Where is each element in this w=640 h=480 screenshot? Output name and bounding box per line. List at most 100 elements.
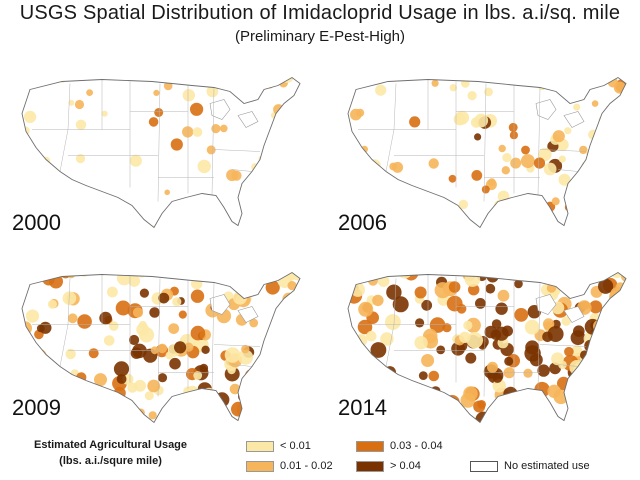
usage-patch <box>348 272 354 283</box>
usage-patch <box>32 348 47 364</box>
usage-patch <box>256 376 265 385</box>
usage-patch <box>349 272 360 279</box>
usage-patch <box>458 199 469 210</box>
usage-patch <box>148 411 157 420</box>
usage-patch <box>255 272 266 279</box>
usage-patch <box>348 144 350 154</box>
usage-patch <box>463 320 473 330</box>
usage-patch <box>451 414 463 423</box>
usage-patch <box>242 423 250 431</box>
usage-patch <box>453 113 466 126</box>
usage-patch <box>248 391 259 402</box>
usage-patch <box>485 283 496 294</box>
usage-patch <box>266 365 276 376</box>
usage-patch <box>534 399 550 415</box>
usage-patch <box>134 227 144 228</box>
usage-patch <box>414 336 428 350</box>
usage-patch <box>537 400 551 415</box>
usage-patch <box>620 334 626 347</box>
usage-patch <box>197 397 212 411</box>
usage-patch <box>547 384 561 398</box>
usage-patch <box>613 313 626 325</box>
legend-label-003-004: 0.03 - 0.04 <box>390 440 443 452</box>
usage-patch <box>129 154 142 167</box>
usage-patch <box>75 119 87 130</box>
legend-title: Estimated Agricultural Usage (lbs. a.i./… <box>34 437 187 469</box>
legend-label-no-use: No estimated use <box>504 460 590 472</box>
usage-patch <box>149 307 160 318</box>
usage-patch <box>79 407 92 420</box>
usage-patch <box>99 311 112 325</box>
usage-patch <box>280 172 292 185</box>
usage-patch <box>567 280 582 295</box>
usage-patch <box>182 126 194 138</box>
usage-patch <box>603 218 611 226</box>
usage-patch <box>280 77 294 83</box>
usage-patch <box>166 406 178 418</box>
usage-patch <box>512 206 523 217</box>
usage-patch <box>115 300 131 316</box>
usage-patch <box>392 296 409 313</box>
usage-patch <box>366 330 377 342</box>
us-map-svg <box>21 76 301 229</box>
usage-patch <box>268 366 281 379</box>
usage-patch <box>421 299 433 311</box>
usage-patch <box>118 402 131 416</box>
usage-patch <box>72 396 81 405</box>
usage-patch <box>523 368 533 378</box>
usage-patch <box>612 380 625 393</box>
usage-patch <box>260 381 270 391</box>
usage-patch <box>397 272 412 279</box>
usage-patch <box>471 170 483 181</box>
usage-patch <box>199 77 209 80</box>
usage-patch <box>579 145 588 155</box>
usage-patch <box>497 289 510 302</box>
legend-item-gt-004: > 0.04 <box>356 460 421 472</box>
usage-patch <box>436 345 446 355</box>
usage-patch <box>608 118 621 132</box>
usage-patch <box>484 87 493 97</box>
usage-patch <box>190 102 204 116</box>
usage-patch <box>581 161 591 170</box>
usage-patch <box>362 373 373 384</box>
usage-patch <box>534 420 543 423</box>
usage-patch <box>619 129 626 143</box>
usage-patch <box>72 413 86 423</box>
usage-patch <box>474 113 489 128</box>
usage-patch <box>616 377 626 394</box>
usage-patch <box>249 77 262 87</box>
usage-patch <box>157 343 168 354</box>
usage-patch <box>598 278 614 294</box>
usage-patch <box>619 348 626 360</box>
usage-patch <box>287 304 300 318</box>
usage-patch <box>25 309 40 323</box>
year-label-2006: 2006 <box>338 210 387 235</box>
usage-patch <box>190 289 205 303</box>
usage-patch <box>241 344 250 354</box>
usage-patch <box>348 372 358 386</box>
us-border <box>347 271 627 424</box>
usage-patch <box>132 307 144 318</box>
us-border <box>21 76 301 229</box>
legend-title-line1: Estimated Agricultural Usage <box>34 439 188 451</box>
usage-patch <box>267 383 279 395</box>
usage-patch <box>599 184 613 198</box>
usage-patch <box>22 77 26 82</box>
usage-patch <box>600 328 611 339</box>
us-map-2000 <box>2 52 312 247</box>
usage-patch <box>254 169 265 180</box>
usage-patch <box>491 319 502 329</box>
usage-patch <box>211 124 221 134</box>
usage-patch <box>231 401 246 417</box>
us-outline <box>22 77 300 228</box>
usage-patch <box>285 192 292 199</box>
usage-patch <box>189 392 201 404</box>
usage-patch <box>75 154 86 164</box>
legend-item-no-use: No estimated use <box>470 460 590 472</box>
usage-patch <box>226 169 238 182</box>
usage-patch <box>116 374 127 384</box>
usage-patch <box>428 370 440 382</box>
usage-patch <box>203 424 212 433</box>
usage-patch <box>247 420 257 423</box>
usage-patch <box>353 272 366 282</box>
